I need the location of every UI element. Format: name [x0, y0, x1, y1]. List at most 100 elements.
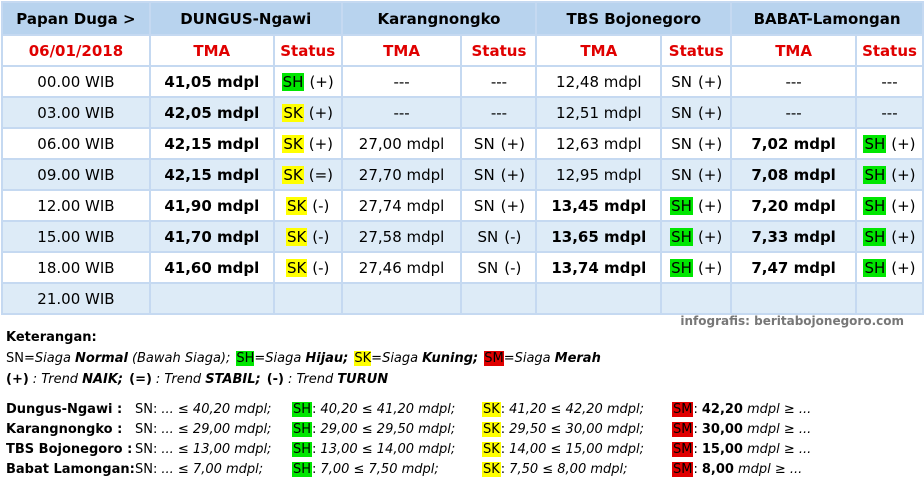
cell-text: 7,02 mdpl [751, 134, 836, 153]
threshold-code: SM [672, 402, 694, 417]
legend-emph: Kuning; [422, 351, 479, 366]
data-row: 12.00 WIB 41,90 mdpl SK (-) 27,74 mdpl SN (+) 1… [1, 189, 924, 222]
status-cell: SH (+) [660, 189, 733, 222]
status-trend: (+) [697, 227, 723, 246]
cell-text: 41,05 mdpl [164, 72, 260, 91]
header-cell: Karangnongko [340, 1, 538, 36]
subheader-cell: Status [660, 34, 733, 67]
cell-text: 41,90 mdpl [164, 196, 260, 215]
tma-cell [730, 282, 857, 315]
data-row: 00.00 WIB 41,05 mdpl SH (+) --- --- 12,48 mdpl… [1, 65, 924, 98]
status-code: SK [282, 165, 304, 184]
status-code: SH [281, 72, 305, 91]
threshold-code: SK [482, 462, 501, 477]
threshold: SK: 14,00 ≤ 15,00 mdpl; [482, 442, 644, 457]
legend-emph: Hijau; [305, 351, 349, 366]
threshold-sep: : [312, 462, 317, 477]
status-code: SN [473, 196, 495, 215]
threshold-text: 29,00 ≤ 29,50 mdpl; [320, 422, 456, 437]
threshold-code: SH [292, 462, 313, 477]
cell-text: --- [785, 103, 802, 122]
tma-cell: 12,63 mdpl [535, 127, 663, 160]
status-trend: (+) [500, 165, 525, 184]
station-name: TBS Bojonegoro : [6, 442, 133, 457]
threshold: SM: 8,00 mdpl ≥ ... [672, 462, 802, 477]
threshold-sep: : [500, 402, 506, 417]
threshold: SN:... ≤ 29,00 mdpl; [135, 422, 271, 437]
threshold: SH: 40,20 ≤ 41,20 mdpl; [292, 402, 455, 417]
threshold-code: SK [482, 422, 501, 437]
tma-cell [340, 282, 463, 315]
threshold-sep: : [152, 402, 158, 417]
tma-cell: 7,08 mdpl [730, 158, 857, 191]
time-cell: 15.00 WIB [1, 220, 151, 253]
status-cell: SH (+) [660, 251, 733, 284]
cell-text: 42,05 mdpl [164, 103, 260, 122]
data-row: 06.00 WIB 42,15 mdpl SK (+) 27,00 mdpl SN (+) 1… [1, 127, 924, 160]
legend-label: =Siaga [371, 351, 419, 366]
cell-text: 7,20 mdpl [751, 196, 836, 215]
credit: infografis: beritabojonegoro.com [680, 314, 904, 328]
threshold-code: SM [672, 422, 694, 437]
cell-text: --- [490, 72, 508, 91]
header-cell: Papan Duga > [1, 1, 151, 36]
tma-cell: 12,48 mdpl [535, 65, 663, 98]
threshold-text: 7,50 ≤ 8,00 mdpl; [509, 462, 628, 477]
tma-cell: 27,46 mdpl [340, 251, 463, 284]
status-cell: SH (+) [660, 220, 733, 253]
time-cell: 06.00 WIB [1, 127, 151, 160]
status-code: SH [863, 134, 887, 153]
status-trend: (-) [504, 227, 522, 246]
subheader-cell: Status [855, 34, 924, 67]
threshold-sep: : [500, 442, 506, 457]
threshold-code: SM [672, 442, 694, 457]
cell-text: 12,63 mdpl [556, 134, 642, 153]
station-name: Babat Lamongan: [6, 462, 135, 477]
station-name: Dungus-Ngawi : [6, 402, 123, 417]
threshold-emph: 8,00 [701, 462, 734, 477]
threshold-code: SN [135, 402, 153, 417]
status-trend: (+) [891, 258, 916, 277]
threshold-sep: : [500, 422, 506, 437]
status-cell: SK (+) [272, 127, 343, 160]
threshold-code: SH [292, 422, 313, 437]
legend-note: (Bawah Siaga); [131, 351, 231, 366]
legend-emph: Merah [554, 351, 601, 366]
status-code: SN [671, 103, 692, 122]
status-trend: (+) [500, 196, 525, 215]
tma-cell: 7,33 mdpl [730, 220, 857, 253]
status-cell: SN (-) [460, 251, 538, 284]
status-trend: (+) [891, 134, 916, 153]
trend-label: : Trend [155, 372, 202, 387]
status-code: SN [473, 165, 495, 184]
threshold-text: 7,00 ≤ 7,50 mdpl; [320, 462, 439, 477]
status-code: SH [863, 165, 887, 184]
cell-text: --- [785, 72, 802, 91]
cell-text: --- [393, 103, 410, 122]
status-trend: (-) [312, 227, 330, 246]
status-cell: SN (+) [660, 65, 733, 98]
subheader-row: 06/01/2018 TMA Status TMA Status TMA Status TMA… [1, 34, 924, 67]
threshold: SN:... ≤ 7,00 mdpl; [135, 462, 263, 477]
tma-cell: 42,05 mdpl [148, 96, 275, 129]
subheader-cell: TMA [340, 34, 463, 67]
threshold: SK: 7,50 ≤ 8,00 mdpl; [482, 462, 628, 477]
cell-text: 27,00 mdpl [358, 134, 445, 153]
threshold-sep: : [152, 422, 158, 437]
trend-label: : Trend [287, 372, 334, 387]
threshold-text: 14,00 ≤ 15,00 mdpl; [509, 442, 645, 457]
status-code: SH [863, 227, 887, 246]
tma-cell: 41,70 mdpl [148, 220, 275, 253]
cell-text: 27,46 mdpl [358, 258, 445, 277]
status-code: SH [863, 258, 887, 277]
status-trend: (+) [891, 165, 916, 184]
data-row: 09.00 WIB 42,15 mdpl SK (=) 27,70 mdpl SN (+) 1… [1, 158, 924, 191]
threshold-code: SH [292, 402, 313, 417]
subheader-cell: Status [460, 34, 538, 67]
status-code: SK [282, 134, 304, 153]
cell-text: 42,15 mdpl [164, 165, 260, 184]
status-code: SH [670, 258, 693, 277]
tma-cell: 42,15 mdpl [148, 127, 275, 160]
cell-text: 13,45 mdpl [551, 196, 647, 215]
status-cell: --- [855, 65, 924, 98]
